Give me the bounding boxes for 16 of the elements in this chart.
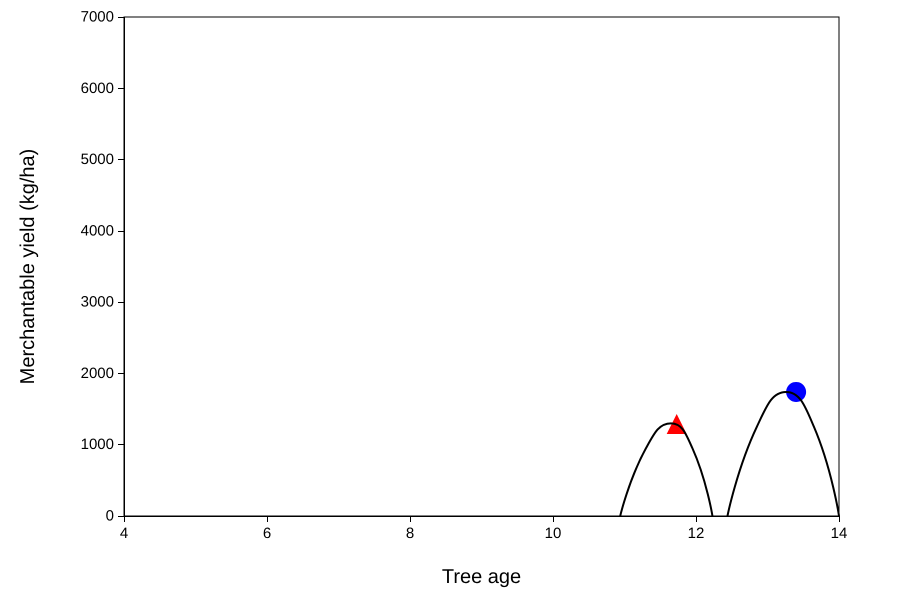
x-axis-title: Tree age: [442, 566, 522, 588]
x-tick-label: 14: [830, 525, 848, 542]
x-tick-label: 10: [544, 525, 562, 542]
y-axis-title: Merchantable yield (kg/ha): [17, 148, 39, 384]
y-tick-label: 7000: [80, 8, 114, 26]
y-tick-label: 0: [106, 508, 114, 524]
x-tick-label: 8: [406, 525, 414, 542]
x-tick-label: 12: [688, 525, 704, 542]
x-tick-label: 4: [120, 525, 128, 542]
y-tick-label: 5000: [80, 151, 114, 168]
y-tick-label: 6000: [80, 80, 114, 97]
y-tick-label: 1000: [80, 436, 114, 454]
y-tick-label: 4000: [80, 222, 114, 240]
y-tick-label: 2000: [80, 364, 114, 382]
x-tick-label: 6: [262, 525, 272, 542]
y-tick-label: 3000: [80, 294, 114, 311]
